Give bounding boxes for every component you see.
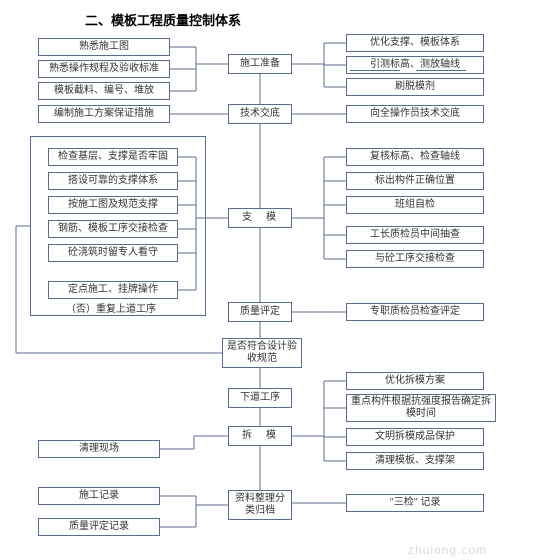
flowchart-node: "三检" 记录 (346, 494, 484, 512)
flowchart-node: 专职质检员检查评定 (346, 303, 484, 321)
flowchart-node: 资料整理分类归档 (228, 490, 292, 520)
flowchart-node: 质量评定 (228, 302, 292, 322)
flowchart-node: 文明拆模成品保护 (346, 428, 484, 446)
flowchart-node: 复核标高、检查轴线 (346, 148, 484, 166)
flowchart-node: 清理现场 (38, 440, 160, 458)
flowchart-node: 引测标高、测放轴线 (346, 56, 484, 74)
flowchart-node: 标出构件正确位置 (346, 172, 484, 190)
flowchart-node: 支 模 (228, 208, 292, 228)
text-underline (350, 70, 400, 71)
diagram-title: 二、模板工程质量控制体系 (85, 10, 241, 29)
flowchart-node: 熟悉施工图 (38, 38, 170, 56)
flowchart-node: 优化支撑、模板体系 (346, 34, 484, 52)
flowchart-node: 清理模板、支撑架 (346, 452, 484, 470)
flowchart-node: 是否符合设计验收规范 (222, 338, 302, 368)
flowchart-node: 施工记录 (38, 487, 160, 505)
flowchart-node: 重点构件根据抗强度报告确定拆模时间 (346, 394, 496, 422)
flowchart-node: 砼浇筑时留专人看守 (48, 244, 178, 262)
flowchart-node: 与砼工序交接检查 (346, 250, 484, 268)
watermark-text: zhulong.com (408, 543, 487, 557)
flowchart-node: 检查基层、支撑是否牢固 (48, 148, 178, 166)
flowchart-node: 定点施工、挂牌操作 (48, 281, 178, 299)
flowchart-node: 班组自检 (346, 196, 484, 214)
flowchart-node: 按施工图及规范支撑 (48, 196, 178, 214)
flowchart-node: 钢筋、模板工序交接检查 (48, 220, 178, 238)
flowchart-node: 工长质检员中间抽查 (346, 226, 484, 244)
flowchart-node: 模板截料、编号、堆放 (38, 82, 170, 100)
flowchart-node: 刷脱模剂 (346, 78, 484, 96)
flowchart-node: 搭设可靠的支撑体系 (48, 172, 178, 190)
flowchart-node: 技术交底 (228, 104, 292, 124)
flowchart-node: 熟悉操作规程及验收标准 (38, 60, 170, 78)
text-underline (416, 70, 466, 71)
flowchart-node: 质量评定记录 (38, 518, 160, 536)
flowchart-node: 拆 模 (228, 426, 292, 446)
flowchart-node: 施工准备 (228, 54, 292, 74)
flowchart-node: 向全操作员技术交底 (346, 105, 484, 123)
flowchart-node: 下道工序 (228, 388, 292, 408)
subtext-repeat: （否）重复上道工序 (66, 300, 156, 315)
flowchart-node: 优化拆模方案 (346, 372, 484, 390)
flowchart-node: 编制施工方案保证措施 (38, 105, 170, 123)
